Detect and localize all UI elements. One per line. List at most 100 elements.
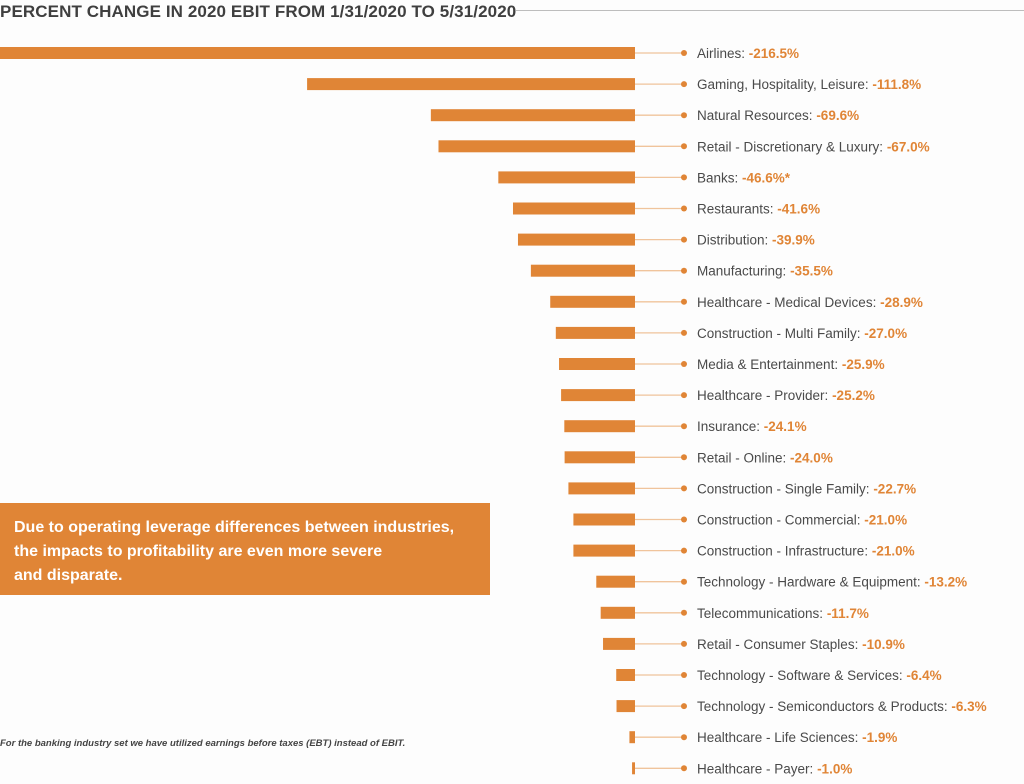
bar-row: Retail - Consumer Staples: -10.9% (603, 637, 905, 652)
bar-row: Insurance: -24.1% (564, 419, 807, 434)
category-name: Restaurants: (697, 202, 777, 217)
value-label: -21.0% (864, 513, 907, 528)
bar-row: Technology - Semiconductors & Products: … (616, 699, 987, 714)
value-label: -1.9% (862, 730, 897, 745)
value-label: -25.2% (832, 388, 875, 403)
leader-dot (681, 174, 687, 181)
bar (430, 109, 635, 122)
bar-row: Healthcare - Life Sciences: -1.9% (629, 730, 897, 745)
footnote: For the banking industry set we have uti… (0, 738, 406, 749)
leader-dot (681, 609, 687, 616)
category-name: Gaming, Hospitality, Leisure: (697, 77, 872, 92)
category-label: Healthcare - Life Sciences: -1.9% (697, 730, 897, 745)
category-label: Healthcare - Payer: -1.0% (697, 761, 852, 776)
bar-row: Construction - Single Family: -22.7% (568, 481, 916, 496)
category-name: Retail - Discretionary & Luxury: (697, 139, 887, 154)
category-name: Healthcare - Medical Devices: (697, 295, 880, 310)
value-label: -21.0% (872, 544, 915, 559)
leader-dot (681, 703, 687, 710)
bar-row: Construction - Commercial: -21.0% (573, 513, 907, 528)
leader-dot (681, 236, 687, 243)
bar-row: Telecommunications: -11.7% (600, 606, 869, 621)
leader-dot (681, 547, 687, 554)
category-name: Construction - Multi Family: (697, 326, 864, 341)
bar (307, 78, 635, 91)
bar (573, 513, 635, 526)
bar-row: Construction - Multi Family: -27.0% (555, 326, 907, 341)
leader-dot (681, 672, 687, 678)
bar (559, 358, 635, 370)
category-label: Construction - Single Family: -22.7% (697, 481, 916, 496)
leader-dot (681, 734, 687, 741)
bar (555, 326, 635, 339)
leader-dot (681, 267, 687, 274)
leader-dot (681, 361, 687, 367)
value-label: -24.0% (790, 450, 833, 465)
bar (616, 700, 635, 713)
bar-row: Gaming, Hospitality, Leisure: -111.8% (307, 77, 921, 92)
category-label: Retail - Consumer Staples: -10.9% (697, 637, 905, 652)
bar (561, 389, 635, 402)
category-label: Restaurants: -41.6% (697, 202, 820, 217)
bar-row: Natural Resources: -69.6% (430, 108, 859, 123)
leader-dot (681, 112, 687, 119)
leader-dot (681, 640, 687, 647)
bar-row: Healthcare - Medical Devices: -28.9% (550, 295, 923, 310)
category-label: Banks: -46.6%* (697, 170, 791, 185)
leader-dot (681, 298, 687, 305)
bar (438, 140, 635, 153)
category-label: Insurance: -24.1% (697, 419, 807, 434)
category-name: Retail - Consumer Staples: (697, 637, 862, 652)
leader-dot (681, 765, 687, 772)
value-label: -41.6% (777, 202, 820, 217)
category-name: Airlines: (697, 46, 749, 61)
value-label: -25.9% (842, 357, 885, 372)
bar-row: Healthcare - Payer: -1.0% (632, 761, 852, 776)
category-label: Retail - Online: -24.0% (697, 450, 833, 465)
bar (564, 451, 635, 464)
callout-line: and disparate. (14, 567, 123, 584)
value-label: -67.0% (887, 139, 930, 154)
leader-dot (681, 143, 687, 150)
bar (530, 264, 635, 277)
category-label: Construction - Commercial: -21.0% (697, 513, 907, 528)
value-label: -13.2% (924, 575, 967, 590)
bar-row: Technology - Software & Services: -6.4% (616, 668, 942, 683)
bar-row: Technology - Hardware & Equipment: -13.2… (596, 575, 967, 590)
bar (596, 575, 635, 588)
bar (550, 295, 635, 308)
bar (573, 544, 635, 557)
bar-row: Airlines: -216.5% (0, 46, 799, 61)
category-name: Technology - Hardware & Equipment: (697, 575, 924, 590)
bar (603, 637, 635, 650)
bar (600, 606, 635, 619)
bar-row: Retail - Discretionary & Luxury: -67.0% (438, 139, 930, 154)
value-label: -27.0% (864, 326, 907, 341)
callout-line: Due to operating leverage differences be… (14, 519, 455, 536)
leader-dot (681, 454, 687, 461)
category-label: Construction - Infrastructure: -21.0% (697, 544, 915, 559)
bar-row: Construction - Infrastructure: -21.0% (573, 544, 915, 559)
category-name: Healthcare - Provider: (697, 388, 832, 403)
bar (0, 47, 635, 59)
bar-row: Media & Entertainment: -25.9% (559, 357, 885, 372)
category-name: Insurance: (697, 419, 764, 434)
category-label: Gaming, Hospitality, Leisure: -111.8% (697, 77, 921, 92)
bar-row: Banks: -46.6%* (498, 170, 791, 185)
value-label: -10.9% (862, 637, 905, 652)
category-label: Natural Resources: -69.6% (697, 108, 859, 123)
value-label: -6.4% (906, 668, 941, 683)
value-label: -1.0% (817, 761, 852, 776)
value-label: -22.7% (873, 481, 916, 496)
bar (512, 202, 635, 215)
category-label: Telecommunications: -11.7% (697, 606, 869, 621)
title-rule (516, 10, 1024, 11)
bar (616, 669, 635, 681)
value-label: -35.5% (790, 264, 833, 279)
bar (632, 762, 635, 775)
category-label: Airlines: -216.5% (697, 46, 799, 61)
leader-dot (681, 81, 687, 88)
category-label: Healthcare - Medical Devices: -28.9% (697, 295, 923, 310)
category-name: Distribution: (697, 233, 772, 248)
